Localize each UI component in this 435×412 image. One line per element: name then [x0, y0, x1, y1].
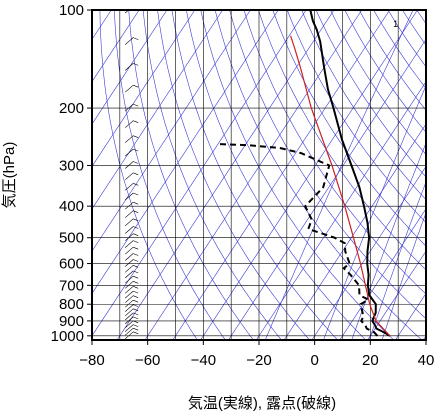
wind-barbs [125, 10, 139, 340]
mixing-ratio-label: 1 [393, 19, 398, 29]
y-tick-label: 800 [59, 296, 84, 313]
isotherm-line [311, 165, 426, 340]
mixing-ratio-line [351, 142, 426, 340]
x-axis-label: 気温(実線), 露点(破線) [188, 395, 336, 412]
dry-adiabat-line [114, 10, 226, 340]
y-tick-label: 1000 [51, 328, 84, 345]
dry-adiabat-line [286, 10, 426, 224]
dry-adiabat-line [301, 10, 426, 201]
x-tick-label: 20 [362, 352, 379, 369]
y-tick-label: 700 [59, 277, 84, 294]
isotherm-line [92, 10, 307, 337]
isotherm-line [116, 10, 335, 340]
dry-adiabat-line [128, 10, 254, 340]
isotherm-line [283, 123, 426, 340]
dry-adiabat-line [387, 10, 426, 68]
x-tick-label: 0 [310, 352, 318, 369]
background-lines [92, 10, 435, 340]
dry-adiabat-line [330, 10, 426, 155]
dry-adiabat-line [272, 10, 426, 247]
y-tick-label: 500 [59, 230, 84, 247]
isotherm-line [256, 81, 426, 340]
x-tick-label: 40 [418, 352, 435, 369]
x-tick-label: −40 [191, 352, 216, 369]
wind-barb [125, 10, 139, 340]
isotherm-line [92, 10, 196, 167]
isotherm-line [92, 10, 223, 210]
series-layer [217, 10, 391, 337]
isotherm-line [395, 292, 426, 340]
series-line-temperature [309, 10, 391, 337]
dry-adiabat-line [142, 10, 282, 340]
mixing-ratio-labels: 15101520g [393, 19, 398, 29]
dry-adiabat-line [214, 10, 423, 340]
mixing-ratio-line [381, 211, 426, 340]
y-tick-label: 900 [59, 313, 84, 330]
x-axis-ticks: −80 −60 −40 −20 0 20 40 [79, 340, 434, 369]
mixing-ratio-line [264, 10, 414, 340]
x-tick-label: −20 [246, 352, 271, 369]
series-line-dewpoint [217, 143, 379, 337]
isotherm-line [172, 10, 390, 340]
isotherm-line [339, 208, 426, 340]
mixing-ratio-line [369, 180, 426, 340]
dry-adiabat-line [258, 10, 426, 271]
dry-adiabat-line [402, 10, 426, 46]
isotherm-line [367, 250, 426, 340]
isotherm-line [144, 10, 363, 340]
y-tick-label: 300 [59, 157, 84, 174]
grid-lines [92, 10, 426, 340]
series-line-parcel [290, 35, 391, 337]
y-axis-label: 気圧(hPa) [1, 142, 18, 209]
y-tick-label: 400 [59, 198, 84, 215]
isotherm-line [92, 10, 168, 125]
isotherm-line [200, 10, 418, 340]
x-tick-label: −80 [79, 352, 104, 369]
isotherm-line [92, 10, 279, 295]
dry-adiabat-line [229, 10, 426, 320]
dry-adiabat-line [171, 10, 338, 340]
isotherm-line [92, 10, 251, 252]
y-tick-label: 100 [59, 2, 84, 19]
mixing-ratio-line [323, 84, 426, 340]
dry-adiabat-line [431, 10, 435, 340]
x-tick-label: −60 [135, 352, 160, 369]
y-tick-label: 600 [59, 256, 84, 273]
dry-adiabat-line [157, 10, 310, 340]
dry-adiabat-line [315, 10, 426, 178]
y-tick-label: 200 [59, 100, 84, 117]
dry-adiabat-line [243, 10, 426, 295]
dry-adiabat-line [186, 10, 366, 340]
dry-adiabat-line [99, 10, 198, 340]
